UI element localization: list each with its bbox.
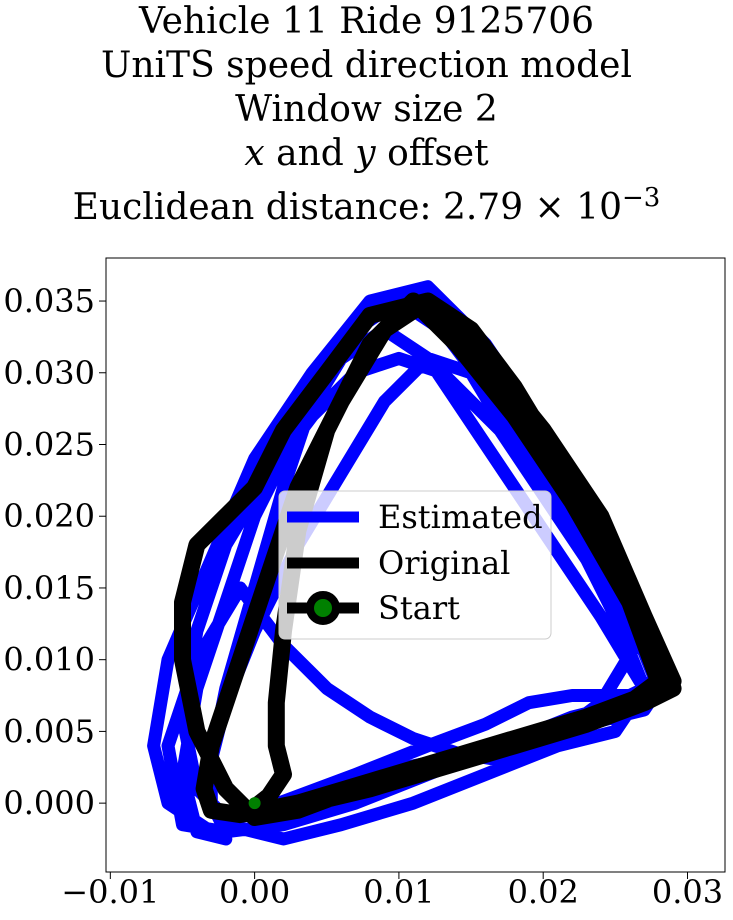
title-distance-exponent: −3 (621, 183, 661, 213)
plot-lines (147, 280, 682, 846)
title-line-1: Vehicle 11 Ride 9125706 (138, 1, 595, 42)
y-tick-label: 0.035 (3, 282, 95, 320)
plot-frame (105, 257, 726, 873)
title-line-4: x and y offset (0, 132, 733, 176)
legend-box (278, 490, 552, 640)
y-tick-label: 0.000 (3, 784, 95, 822)
legend-original-label: Original (378, 544, 510, 582)
title-x-symbol: x (244, 133, 265, 174)
y-tick-label: 0.005 (3, 712, 95, 750)
legend-estimated-label: Estimated (378, 498, 543, 536)
title-offset-text: offset (375, 133, 489, 174)
x-tick-label: 0.00 (219, 873, 290, 911)
chart-title: Vehicle 11 Ride 9125706 UniTS speed dire… (0, 0, 733, 230)
legend-start-label: Start (378, 589, 460, 627)
legend-start-marker (306, 591, 340, 625)
x-tick-label: 0.03 (652, 873, 723, 911)
series-original-line (174, 292, 682, 826)
title-line-2: UniTS speed direction model (101, 45, 632, 86)
series-estimated-line (147, 280, 666, 846)
y-tick-label: 0.015 (3, 569, 95, 607)
y-axis: 0.000 0.005 0.010 0.015 0.020 0.025 0.030 0.035 (3, 282, 106, 822)
y-tick-label: 0.030 (3, 354, 95, 392)
title-y-symbol: y (355, 133, 376, 174)
x-tick-label: −0.01 (61, 873, 159, 911)
title-line-5: Euclidean distance: 2.79 × 10−3 (0, 176, 733, 230)
title-and-text: and (264, 133, 356, 174)
title-distance-text: Euclidean distance: 2.79 × 10 (72, 187, 622, 228)
title-line-3: Window size 2 (235, 89, 498, 130)
x-tick-label: 0.02 (508, 873, 579, 911)
start-point-marker (248, 797, 261, 810)
y-tick-label: 0.020 (3, 497, 95, 535)
y-tick-label: 0.010 (3, 641, 95, 679)
x-axis: −0.01 0.00 0.01 0.02 0.03 (61, 872, 723, 911)
y-tick-label: 0.025 (3, 425, 95, 463)
x-tick-label: 0.01 (363, 873, 434, 911)
legend: Estimated Original Start (278, 490, 552, 640)
